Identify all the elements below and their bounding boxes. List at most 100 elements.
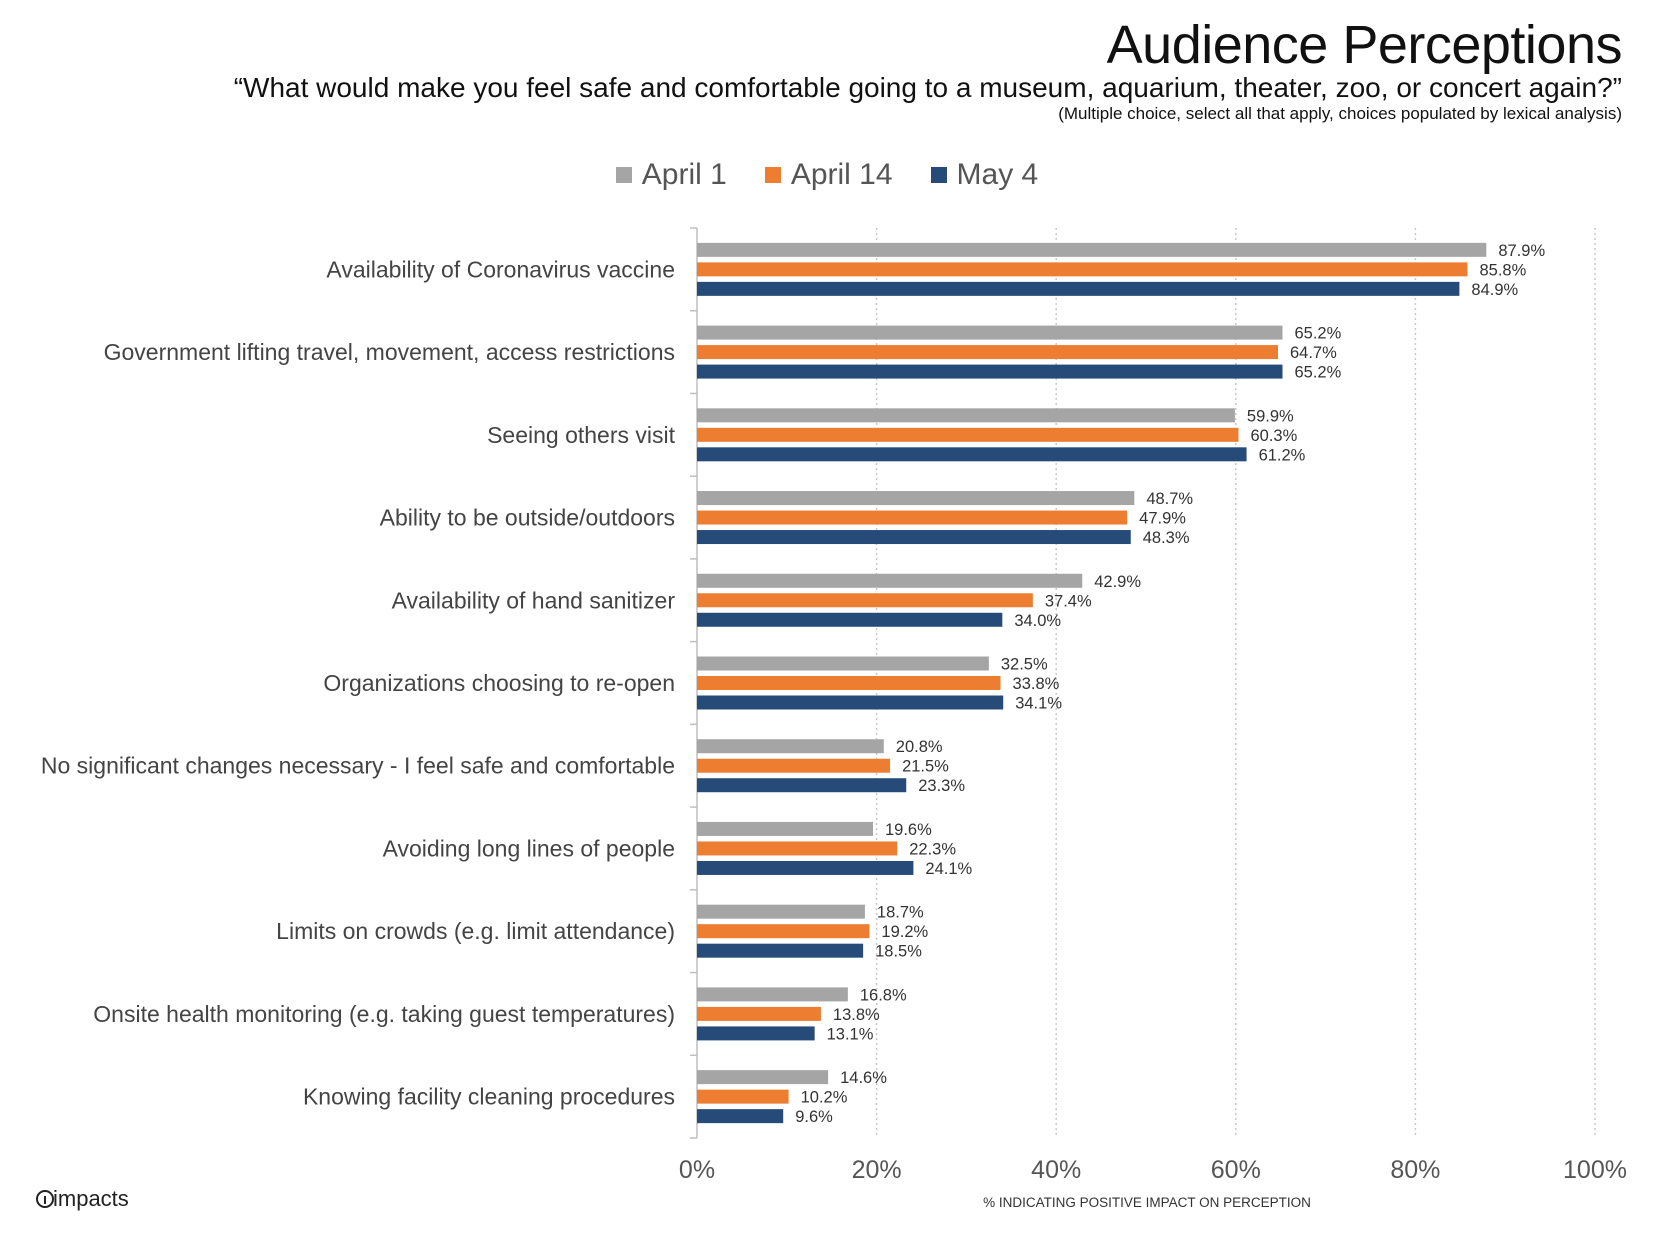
bar [697, 924, 870, 939]
category-label: Knowing facility cleaning procedures [303, 1084, 675, 1110]
bar [697, 987, 848, 1002]
category-label: Availability of hand sanitizer [392, 587, 676, 613]
bar [697, 943, 864, 958]
data-label: 59.9% [1247, 407, 1294, 425]
bar [697, 573, 1083, 588]
legend-label-may-4: May 4 [956, 158, 1039, 191]
data-label: 18.5% [875, 943, 922, 961]
bar [697, 345, 1279, 360]
bar [697, 656, 989, 671]
data-label: 23.3% [918, 777, 965, 795]
legend-item-april-1: April 1 [615, 158, 727, 192]
legend-swatch-april-1 [615, 167, 632, 183]
x-tick-label: 80% [1390, 1156, 1440, 1184]
legend-item-april-14: April 14 [764, 158, 893, 192]
legend-swatch-april-14 [764, 167, 781, 183]
data-label: 64.7% [1290, 344, 1337, 362]
x-tick-label: 0% [679, 1156, 715, 1184]
legend-item-may-4: May 4 [930, 158, 1039, 192]
category-label: Government lifting travel, movement, acc… [104, 339, 675, 365]
data-label: 10.2% [801, 1089, 848, 1107]
bar [697, 262, 1468, 277]
legend-label-april-14: April 14 [790, 158, 893, 191]
brand-i-icon [36, 1190, 54, 1208]
page-title: Audience Perceptions [1106, 15, 1623, 75]
category-label: Seeing others visit [487, 422, 676, 448]
bar [697, 1089, 789, 1104]
bar [697, 447, 1247, 462]
data-label: 14.6% [840, 1069, 887, 1087]
bar [697, 1070, 829, 1085]
data-label: 60.3% [1250, 427, 1297, 445]
data-label: 24.1% [925, 860, 972, 878]
bar [697, 841, 898, 856]
data-label: 85.8% [1479, 261, 1526, 279]
bar [697, 593, 1033, 608]
bar [697, 242, 1487, 257]
bar [697, 530, 1131, 545]
brand-name: impacts [53, 1186, 129, 1211]
legend-label-april-1: April 1 [641, 158, 727, 191]
category-label: Availability of Coronavirus vaccine [326, 256, 675, 282]
data-label: 42.9% [1094, 573, 1141, 591]
chart-legend: April 1 April 14 May 4 [0, 158, 1654, 192]
bar [697, 281, 1460, 296]
x-tick-label: 40% [1031, 1156, 1081, 1184]
data-label: 9.6% [795, 1108, 833, 1126]
category-label: Avoiding long lines of people [383, 835, 675, 861]
data-label: 61.2% [1259, 446, 1306, 464]
data-label: 13.8% [833, 1006, 880, 1024]
bar [697, 1109, 784, 1124]
bar [697, 758, 891, 773]
bar [697, 408, 1235, 423]
category-label: Limits on crowds (e.g. limit attendance) [276, 918, 675, 944]
category-label: Ability to be outside/outdoors [380, 505, 675, 531]
category-label: No significant changes necessary - I fee… [41, 753, 675, 779]
data-label: 37.4% [1045, 592, 1092, 610]
bar [697, 612, 1003, 627]
data-label: 13.1% [827, 1025, 874, 1043]
data-label: 19.6% [885, 821, 932, 839]
data-label: 47.9% [1139, 510, 1186, 528]
data-label: 65.2% [1294, 364, 1341, 382]
bar [697, 739, 884, 754]
bar [697, 427, 1239, 442]
data-label: 18.7% [877, 904, 924, 922]
data-label: 87.9% [1498, 242, 1545, 260]
data-label: 20.8% [896, 738, 943, 756]
category-label: Onsite health monitoring (e.g. taking gu… [93, 1001, 675, 1027]
legend-swatch-may-4 [930, 167, 947, 183]
x-tick-label: 60% [1211, 1156, 1261, 1184]
bar [697, 325, 1283, 340]
data-label: 84.9% [1471, 281, 1518, 299]
bar [697, 676, 1001, 690]
bar [697, 1026, 815, 1041]
bar [697, 904, 865, 919]
bar [697, 695, 1004, 710]
data-label: 16.8% [860, 986, 907, 1004]
data-label: 21.5% [902, 758, 949, 776]
x-axis-title: % INDICATING POSITIVE IMPACT ON PERCEPTI… [983, 1195, 1311, 1210]
bar [697, 860, 914, 875]
category-label: Organizations choosing to re-open [323, 670, 675, 696]
bar [697, 510, 1128, 525]
bar [697, 364, 1283, 379]
x-tick-label: 20% [852, 1156, 902, 1184]
data-label: 34.1% [1015, 695, 1062, 713]
bar [697, 778, 907, 793]
data-label: 48.3% [1143, 529, 1190, 547]
bar [697, 821, 874, 836]
data-label: 48.7% [1146, 490, 1193, 508]
page-note: (Multiple choice, select all that apply,… [1058, 104, 1622, 123]
brand-logo: impacts [36, 1186, 129, 1212]
bar [697, 491, 1135, 506]
data-label: 33.8% [1013, 675, 1060, 693]
data-label: 32.5% [1001, 656, 1048, 674]
data-label: 22.3% [909, 840, 956, 858]
data-label: 19.2% [881, 923, 928, 941]
x-tick-label: 100% [1563, 1156, 1627, 1184]
page-subtitle: “What would make you feel safe and comfo… [233, 72, 1622, 103]
data-label: 65.2% [1294, 325, 1341, 343]
bar [697, 1006, 821, 1021]
